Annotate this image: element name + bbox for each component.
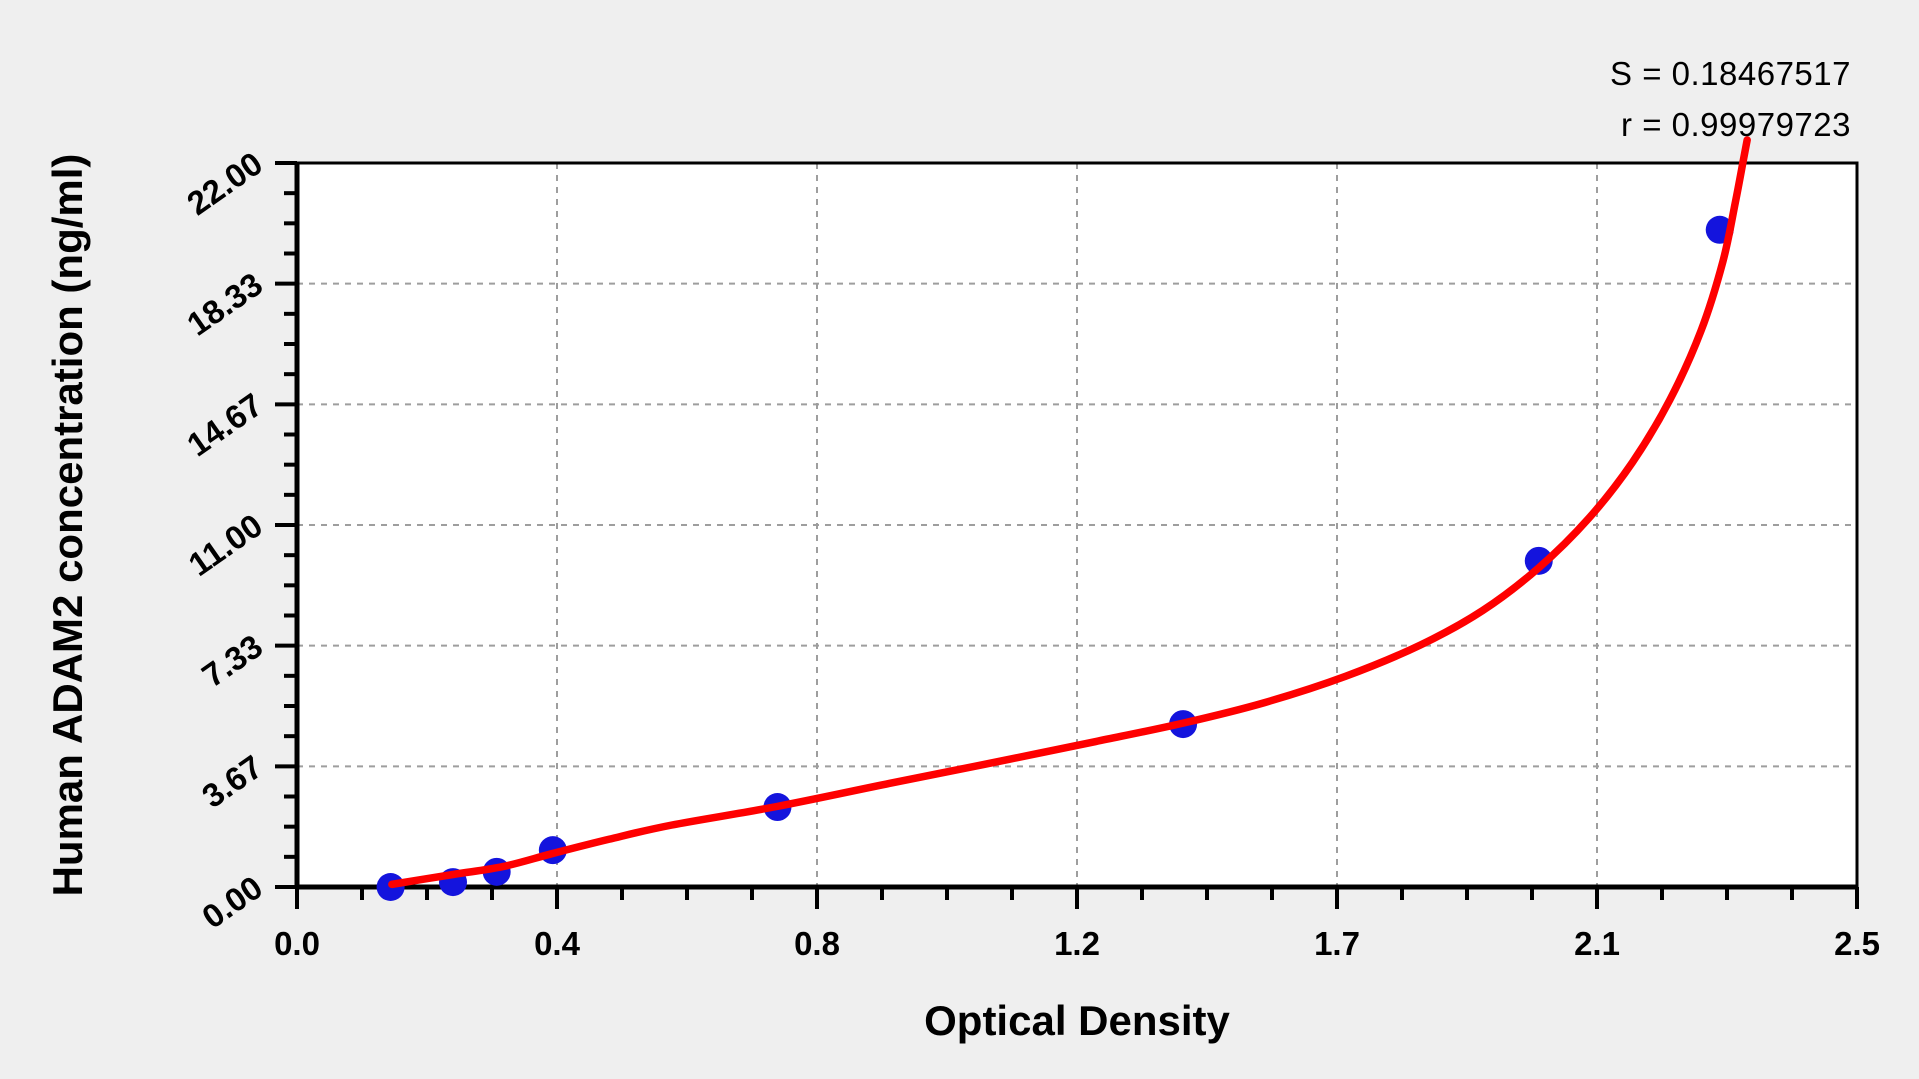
y-tick-label: 14.67 [180,386,269,464]
x-axis-title: Optical Density [924,997,1230,1044]
y-tick-label: 18.33 [180,265,269,343]
x-tick-label: 0.4 [534,925,581,962]
x-tick-label: 0.8 [794,925,840,962]
stat-s-value: S = 0.18467517 [1610,55,1851,92]
x-tick-label: 2.1 [1574,925,1620,962]
x-tick-label: 1.7 [1314,925,1360,962]
y-tick-label: 7.33 [195,627,269,694]
y-tick-label: 11.00 [182,506,269,583]
x-tick-label: 2.5 [1834,925,1880,962]
fitted-curve [388,136,1751,889]
x-tick-label: 0.0 [274,925,320,962]
stats-annotation: S = 0.18467517 r = 0.99979723 [1610,48,1851,150]
y-axis-title: Human ADAM2 concentration (ng/ml) [44,153,91,897]
x-tick-label: 1.2 [1054,925,1100,962]
data-point [1524,546,1553,575]
stat-r-value: r = 0.99979723 [1621,106,1851,143]
y-tick-label: 3.67 [195,748,269,815]
y-tick-label: 22.00 [180,144,269,222]
y-tick-label: 0.00 [195,868,269,935]
